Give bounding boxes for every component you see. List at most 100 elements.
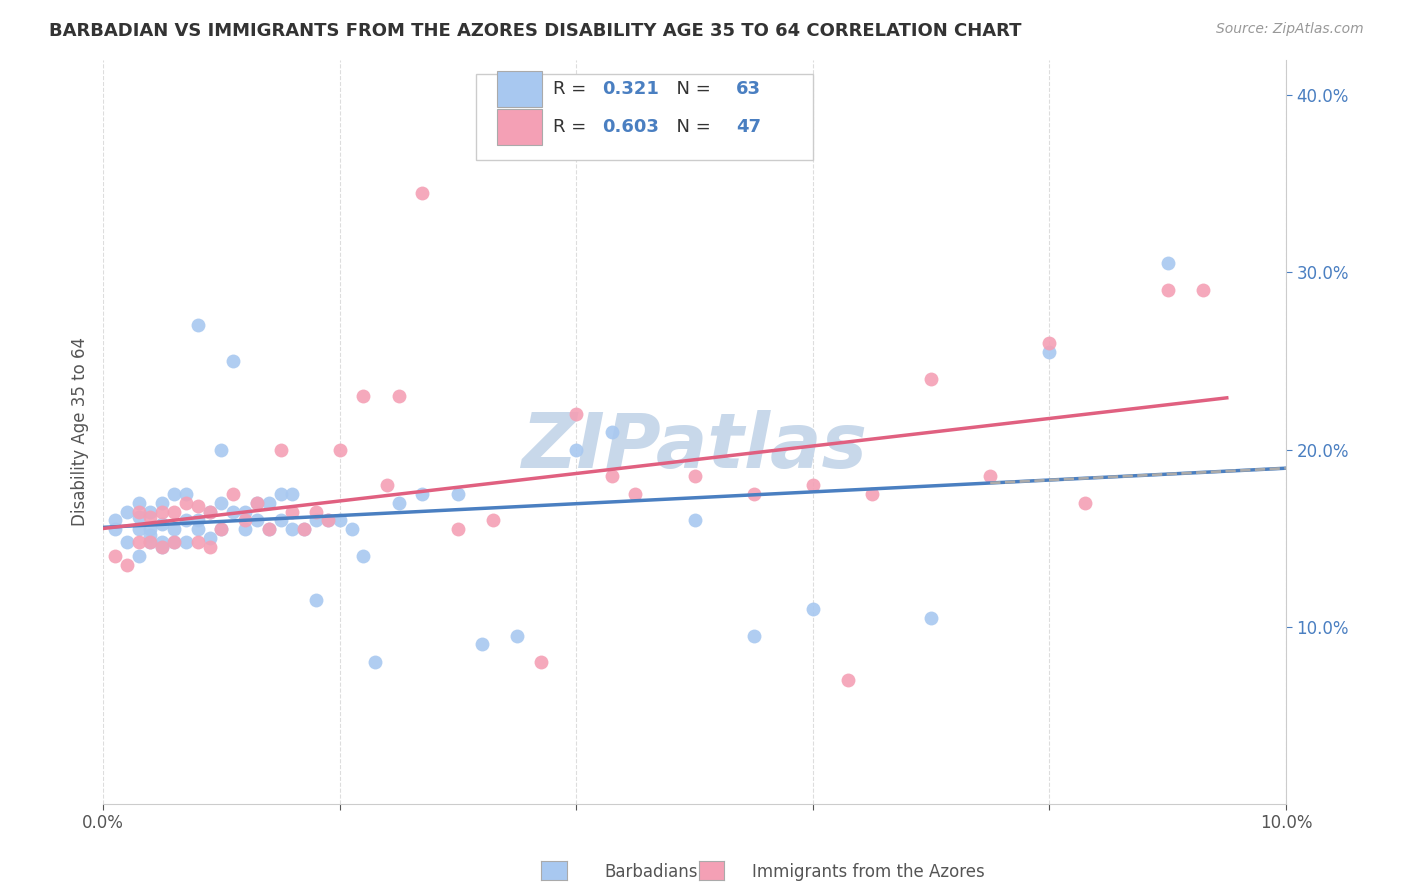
Text: 47: 47 <box>735 118 761 136</box>
Text: Source: ZipAtlas.com: Source: ZipAtlas.com <box>1216 22 1364 37</box>
Text: 0.321: 0.321 <box>602 80 659 98</box>
Point <box>128 534 150 549</box>
Point <box>1038 336 1060 351</box>
Point <box>174 496 197 510</box>
Point <box>270 442 292 457</box>
Point <box>128 504 150 518</box>
Point <box>742 487 765 501</box>
Text: 63: 63 <box>735 80 761 98</box>
Point <box>104 549 127 563</box>
Y-axis label: Disability Age 35 to 64: Disability Age 35 to 64 <box>72 337 89 526</box>
Point <box>447 522 470 536</box>
Point <box>270 487 292 501</box>
Text: Immigrants from the Azores: Immigrants from the Azores <box>752 863 986 881</box>
Point <box>174 534 197 549</box>
Point <box>600 469 623 483</box>
Point <box>1074 496 1097 510</box>
Point <box>163 487 186 501</box>
Point <box>257 496 280 510</box>
Point <box>1156 256 1178 270</box>
FancyBboxPatch shape <box>496 109 541 145</box>
Point <box>233 504 256 518</box>
Point <box>257 522 280 536</box>
Point <box>352 389 374 403</box>
Point <box>115 558 138 572</box>
Point <box>683 513 706 527</box>
Point <box>150 540 173 554</box>
Point <box>1192 283 1215 297</box>
Point <box>150 534 173 549</box>
Point <box>281 522 304 536</box>
Point <box>305 513 328 527</box>
Point <box>979 469 1001 483</box>
Point <box>352 549 374 563</box>
Point <box>246 496 269 510</box>
Point <box>209 442 232 457</box>
Point <box>104 522 127 536</box>
Point <box>187 318 209 333</box>
Point <box>139 509 162 524</box>
Point <box>198 540 221 554</box>
Point <box>411 487 433 501</box>
Point <box>801 602 824 616</box>
Point <box>683 469 706 483</box>
Point <box>281 504 304 518</box>
Point <box>447 487 470 501</box>
FancyBboxPatch shape <box>496 71 541 107</box>
Point <box>187 500 209 514</box>
Point <box>471 638 494 652</box>
Point <box>150 516 173 531</box>
Point <box>375 478 398 492</box>
Point <box>104 513 127 527</box>
Point <box>139 534 162 549</box>
Point <box>920 371 942 385</box>
Point <box>198 504 221 518</box>
Point <box>209 496 232 510</box>
Point <box>292 522 315 536</box>
Point <box>115 504 138 518</box>
FancyBboxPatch shape <box>475 75 813 160</box>
Point <box>257 522 280 536</box>
Point <box>920 611 942 625</box>
Point <box>174 487 197 501</box>
Text: Barbadians: Barbadians <box>605 863 699 881</box>
Point <box>233 513 256 527</box>
Point <box>222 487 245 501</box>
Point <box>139 504 162 518</box>
Point <box>411 186 433 200</box>
Point <box>187 522 209 536</box>
Point <box>837 673 859 687</box>
Point <box>209 522 232 536</box>
Point <box>198 531 221 545</box>
Point <box>565 407 588 421</box>
Text: ZIPatlas: ZIPatlas <box>522 409 868 483</box>
Point <box>364 655 387 669</box>
Point <box>150 540 173 554</box>
Point <box>1156 283 1178 297</box>
Text: R =: R = <box>553 80 592 98</box>
Point <box>316 513 339 527</box>
Point <box>128 549 150 563</box>
Point <box>163 522 186 536</box>
Point <box>329 442 352 457</box>
Point <box>139 534 162 549</box>
Point <box>329 513 352 527</box>
Point <box>209 522 232 536</box>
Text: BARBADIAN VS IMMIGRANTS FROM THE AZORES DISABILITY AGE 35 TO 64 CORRELATION CHAR: BARBADIAN VS IMMIGRANTS FROM THE AZORES … <box>49 22 1022 40</box>
Point <box>530 655 553 669</box>
Text: R =: R = <box>553 118 592 136</box>
Point <box>270 513 292 527</box>
Point <box>174 513 197 527</box>
Point <box>163 534 186 549</box>
Text: 0.603: 0.603 <box>602 118 659 136</box>
Point <box>187 534 209 549</box>
Point <box>340 522 363 536</box>
Point <box>1038 345 1060 359</box>
Point <box>246 496 269 510</box>
Point <box>222 354 245 368</box>
Point <box>246 513 269 527</box>
Point <box>139 527 162 541</box>
Point <box>860 487 883 501</box>
Point <box>222 504 245 518</box>
Point <box>624 487 647 501</box>
